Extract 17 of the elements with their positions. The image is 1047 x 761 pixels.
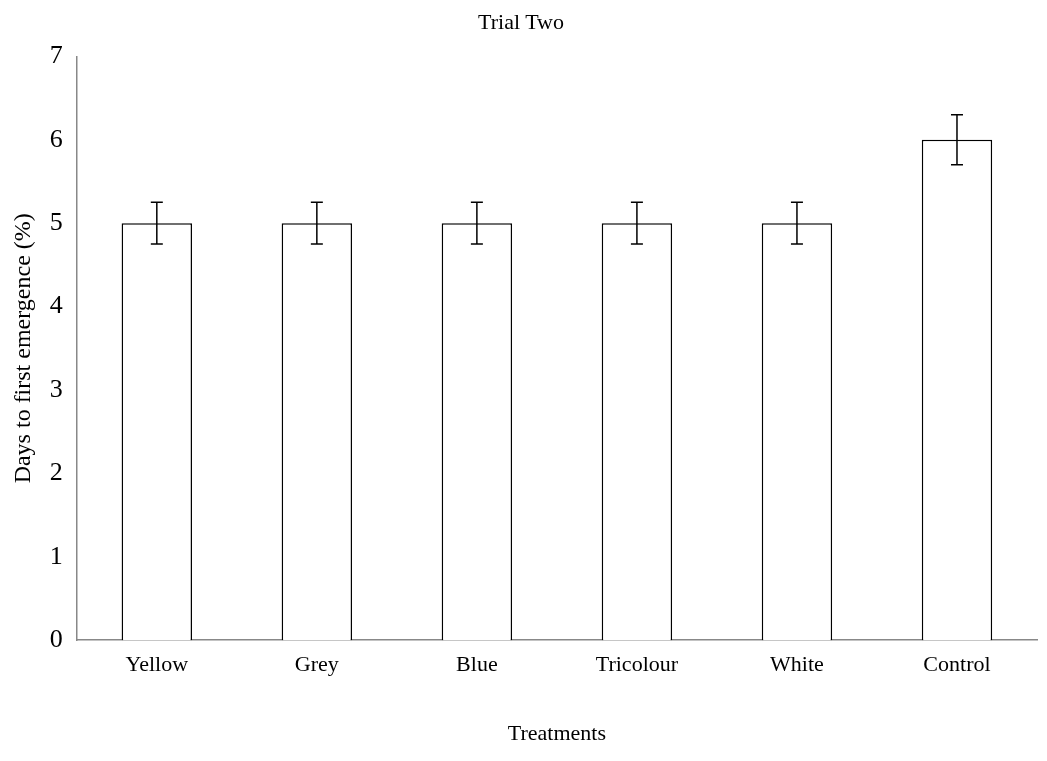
y-tick-label: 1 — [49, 540, 63, 570]
x-tick-label: Grey — [294, 651, 339, 677]
y-tick-label: 6 — [49, 123, 63, 153]
x-tick-label: White — [770, 651, 824, 677]
y-tick-label: 4 — [49, 290, 63, 320]
x-axis-title: Treatments — [507, 719, 606, 745]
x-tick-label: Blue — [456, 651, 498, 677]
y-axis-title: Days to first emergence (%) — [8, 213, 35, 484]
y-tick-label: 7 — [49, 40, 63, 70]
y-tick-label: 5 — [49, 207, 63, 237]
x-tick-label: Tricolour — [595, 651, 679, 677]
y-tick-label: 3 — [49, 373, 63, 403]
x-tick-label: Yellow — [125, 651, 189, 677]
y-tick-label: 2 — [49, 457, 63, 487]
chart-title: Trial Two — [478, 8, 564, 34]
y-tick-label: 0 — [49, 624, 63, 654]
x-tick-label: Control — [923, 651, 991, 677]
